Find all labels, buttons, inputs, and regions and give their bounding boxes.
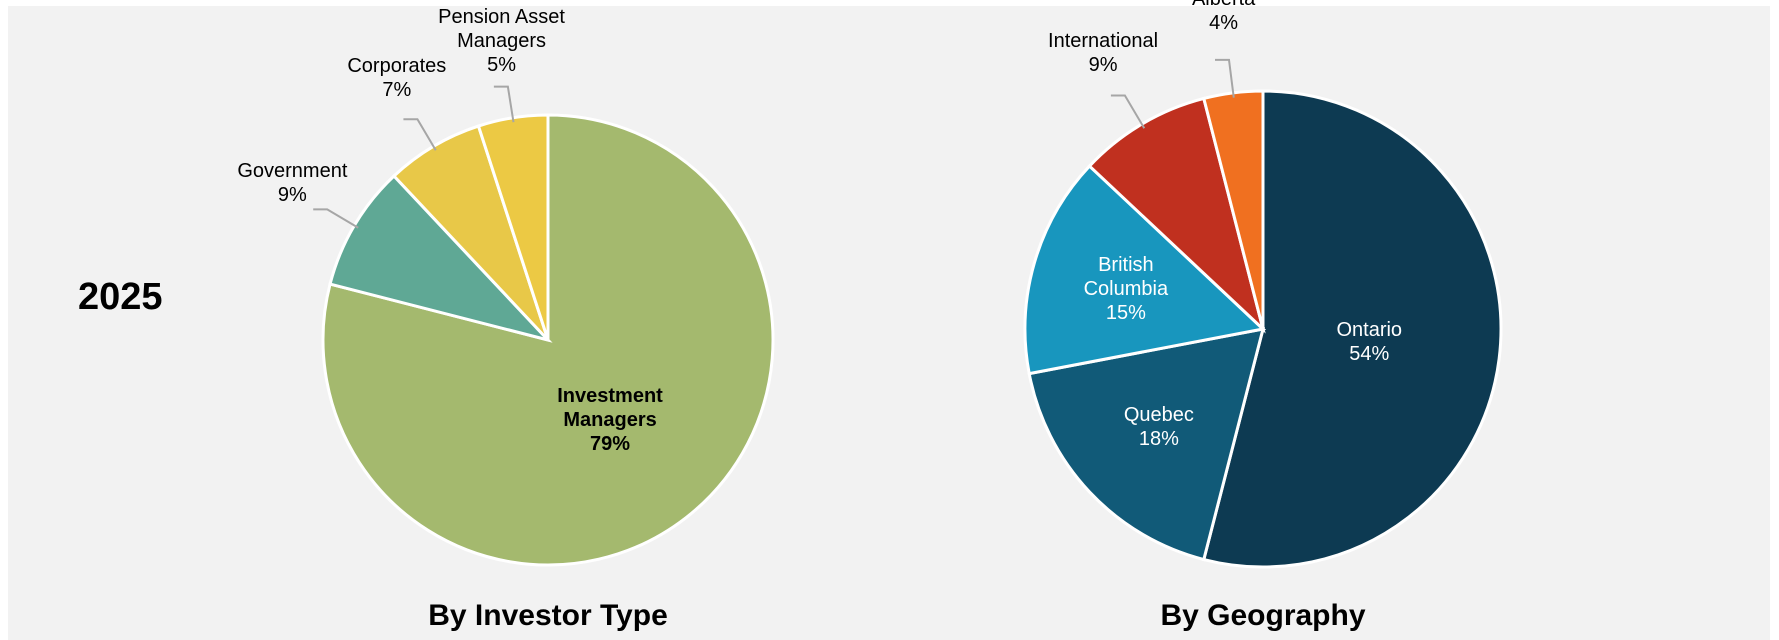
charts [313, 58, 1503, 569]
chart-title: By Geography [1160, 599, 1366, 632]
slice-category: Alberta [1144, 0, 1304, 11]
slice-value: 5% [487, 53, 516, 76]
slice-label: Ontario 54% [1304, 318, 1434, 366]
chart-title: By Investor Type [428, 599, 668, 632]
slice-category: Investment Managers [557, 385, 663, 431]
leader-line [1110, 94, 1146, 129]
slice-value: 9% [277, 183, 307, 206]
slice-value: 79% [590, 433, 631, 455]
slice-category: Government [237, 159, 348, 182]
slice-category: International [1048, 29, 1159, 52]
slice-value: 15% [1105, 302, 1146, 325]
pie-slice [1201, 89, 1503, 569]
leader-line [403, 118, 437, 151]
slice-label: British Columbia 15% [1061, 253, 1191, 325]
pie-slice [1023, 163, 1267, 376]
slice-value: 7% [382, 79, 412, 102]
slice-label: International 9% [1023, 29, 1183, 77]
year-label: 2025 [78, 276, 163, 318]
leader-line [313, 208, 359, 229]
slice-label: Alberta4% [1144, 0, 1304, 35]
slice-category: Corporates [347, 55, 447, 78]
slice-value: 18% [1138, 427, 1179, 450]
slice-value: 54% [1349, 343, 1390, 366]
slice-label: Investment Managers 79% [545, 384, 675, 456]
slice-label: Quebec 18% [1094, 403, 1224, 451]
slice-value: 9% [1088, 53, 1118, 76]
slice-category: British Columbia [1083, 254, 1169, 301]
slice-category: Ontario [1336, 319, 1403, 342]
slice-category: Quebec [1123, 403, 1194, 426]
slice-label: Government 9% [212, 159, 372, 207]
slice-label: Pension Asset Managers 5% [422, 5, 582, 77]
slice-label: Corporates 7% [317, 54, 477, 102]
leader-line [1214, 58, 1235, 98]
pie-slice [1027, 327, 1266, 562]
slice-value: 4% [1209, 12, 1239, 35]
slice-category: Pension Asset Managers [438, 5, 565, 52]
leader-line [493, 85, 515, 123]
panel: 2025 Investment Managers 79% Government 9% C… [8, 0, 1770, 640]
